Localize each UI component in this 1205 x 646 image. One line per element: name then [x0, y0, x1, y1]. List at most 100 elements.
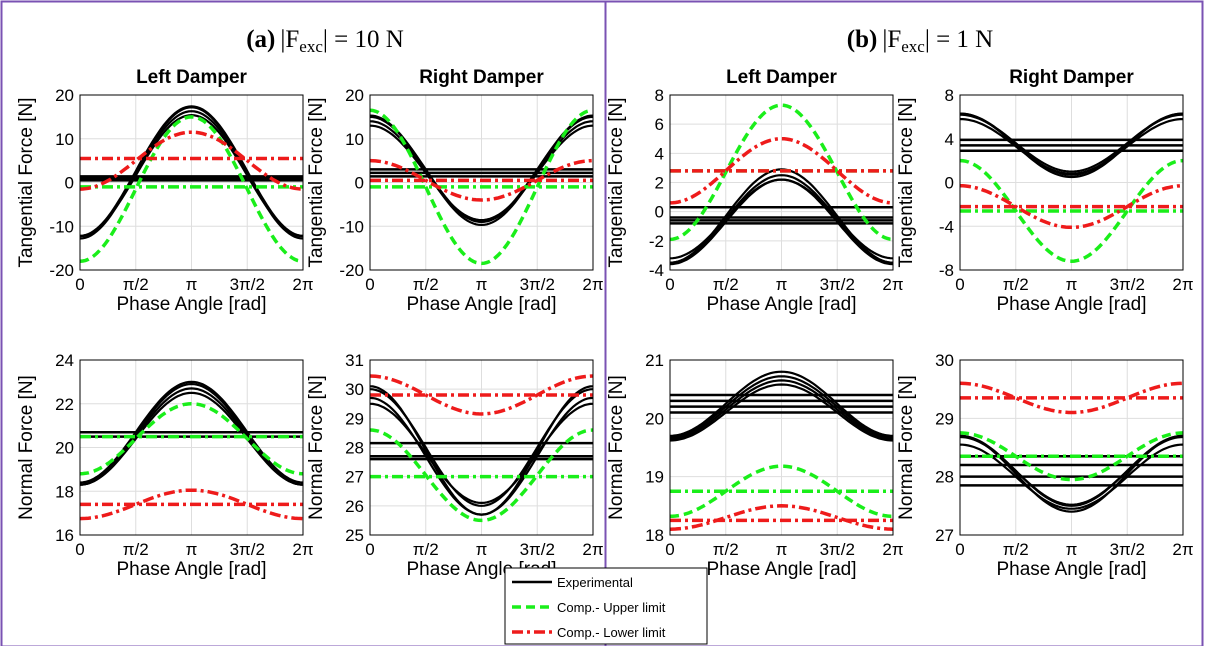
- series-group: [370, 374, 593, 523]
- y-tick-label: 0: [945, 174, 954, 193]
- y-tick-label: -4: [649, 261, 664, 280]
- x-tick-label: 2π: [582, 540, 603, 559]
- x-tick-label: 3π/2: [520, 540, 555, 559]
- x-tick-label: 3π/2: [1110, 275, 1145, 294]
- chart-7: 0 π/2 π 3π/2 2π 18 19 20 21 Phase Angle [rad] Norm…: [606, 351, 904, 580]
- experimental-curve: [370, 402, 593, 505]
- y-tick-label: 30: [935, 351, 954, 370]
- experimental-curve: [960, 443, 1183, 510]
- experimental-curve: [960, 435, 1183, 506]
- y-tick-label: -20: [49, 261, 74, 280]
- lower-limit-curve: [80, 488, 303, 521]
- chart-6: 0 π/2 π 3π/2 2π -8 -4 0 4 8 Phase Angle [rad] Tange…: [896, 67, 1194, 315]
- y-axis-label: Tangential Force [N]: [896, 97, 917, 267]
- x-tick-label: 0: [955, 275, 964, 294]
- x-tick-label: 0: [365, 540, 374, 559]
- upper-limit-curve: [80, 402, 303, 476]
- x-tick-label: π: [776, 275, 788, 294]
- x-tick-label: 2π: [292, 275, 313, 294]
- y-tick-label: 8: [945, 86, 954, 105]
- y-tick-label: 29: [345, 409, 364, 428]
- y-tick-label: 27: [935, 526, 954, 545]
- x-tick-label: 0: [665, 275, 674, 294]
- axes-box: [669, 94, 894, 271]
- x-tick-label: π/2: [123, 540, 149, 559]
- experimental-curve: [670, 174, 893, 264]
- x-tick-label: π: [476, 275, 488, 294]
- y-tick-label: 26: [345, 497, 364, 516]
- y-tick-label: 30: [345, 380, 364, 399]
- series-group: [670, 103, 893, 266]
- x-tick-label: π/2: [1003, 275, 1029, 294]
- legend-label-upper: Comp.- Upper limit: [557, 600, 666, 615]
- y-axis-label: Normal Force [N]: [606, 375, 627, 520]
- experimental-curve: [670, 375, 893, 439]
- subplot-title: Left Damper: [136, 67, 247, 88]
- x-tick-label: π: [776, 540, 788, 559]
- legend-box: [504, 567, 708, 645]
- y-tick-label: 4: [945, 130, 954, 149]
- chart-5: 0 π/2 π 3π/2 2π -4 -2 0 2 4 6 8 Phase Angle [rad] Tan…: [606, 67, 904, 315]
- lower-limit-curve: [670, 504, 893, 531]
- x-tick-label: 3π/2: [230, 540, 265, 559]
- x-tick-label: 0: [665, 540, 674, 559]
- x-tick-label: 0: [75, 540, 84, 559]
- axes-box: [959, 94, 1184, 271]
- y-tick-label: 2: [655, 174, 664, 193]
- x-tick-label: 0: [955, 540, 964, 559]
- experimental-curve: [960, 112, 1183, 179]
- x-tick-label: 3π/2: [230, 275, 265, 294]
- y-axis-label: Tangential Force [N]: [606, 97, 627, 267]
- x-tick-label: 0: [75, 275, 84, 294]
- axes-box: [669, 359, 894, 536]
- x-tick-label: π/2: [1003, 540, 1029, 559]
- legend-label-experimental: Experimental: [557, 575, 633, 590]
- x-tick-label: 0: [365, 275, 374, 294]
- experimental-curve: [80, 113, 303, 237]
- series-group: [960, 381, 1183, 513]
- series-group: [80, 380, 303, 521]
- x-axis-label: Phase Angle [rad]: [997, 294, 1147, 315]
- x-axis-label: Phase Angle [rad]: [997, 559, 1147, 580]
- lower-limit-curve: [960, 381, 1183, 415]
- y-tick-label: 27: [345, 468, 364, 487]
- experimental-curve: [670, 379, 893, 440]
- x-axis-label: Phase Angle [rad]: [707, 559, 857, 580]
- x-axis-label: Phase Angle [rad]: [707, 294, 857, 315]
- y-tick-label: 6: [655, 115, 664, 134]
- lower-limit-curve: [370, 374, 593, 416]
- upper-limit-curve: [370, 108, 593, 266]
- y-tick-label: 20: [645, 409, 664, 428]
- x-tick-label: 2π: [882, 540, 903, 559]
- y-tick-label: 0: [355, 174, 364, 193]
- upper-limit-curve: [960, 158, 1183, 263]
- y-tick-label: 20: [55, 86, 74, 105]
- y-tick-label: -4: [939, 217, 954, 236]
- y-tick-label: 21: [645, 351, 664, 370]
- y-tick-label: 18: [645, 526, 664, 545]
- y-tick-label: 18: [55, 482, 74, 501]
- x-tick-label: π/2: [713, 540, 739, 559]
- axes-box: [79, 359, 304, 536]
- y-tick-label: 4: [655, 144, 664, 163]
- y-tick-label: -10: [339, 217, 364, 236]
- chart-3: 0 π/2 π 3π/2 2π 16 18 20 22 24 Phase Angle [rad] No…: [16, 351, 314, 580]
- y-tick-label: 28: [935, 468, 954, 487]
- axes-box: [79, 94, 304, 271]
- y-tick-label: 20: [55, 439, 74, 458]
- x-tick-label: π/2: [123, 275, 149, 294]
- experimental-curve: [670, 370, 893, 437]
- x-axis-label: Phase Angle [rad]: [407, 294, 557, 315]
- axes-box: [369, 94, 594, 271]
- x-tick-label: π: [1066, 540, 1078, 559]
- y-tick-label: 0: [655, 203, 664, 222]
- y-tick-label: -20: [339, 261, 364, 280]
- y-axis-label: Tangential Force [N]: [306, 97, 327, 267]
- y-tick-label: 28: [345, 439, 364, 458]
- y-tick-label: 31: [345, 351, 364, 370]
- y-axis-label: Normal Force [N]: [306, 375, 327, 520]
- lower-limit-curve: [670, 137, 893, 205]
- chart-1: 0 π/2 π 3π/2 2π -20 -10 0 10 20 Phase Angle [rad] T…: [16, 67, 314, 315]
